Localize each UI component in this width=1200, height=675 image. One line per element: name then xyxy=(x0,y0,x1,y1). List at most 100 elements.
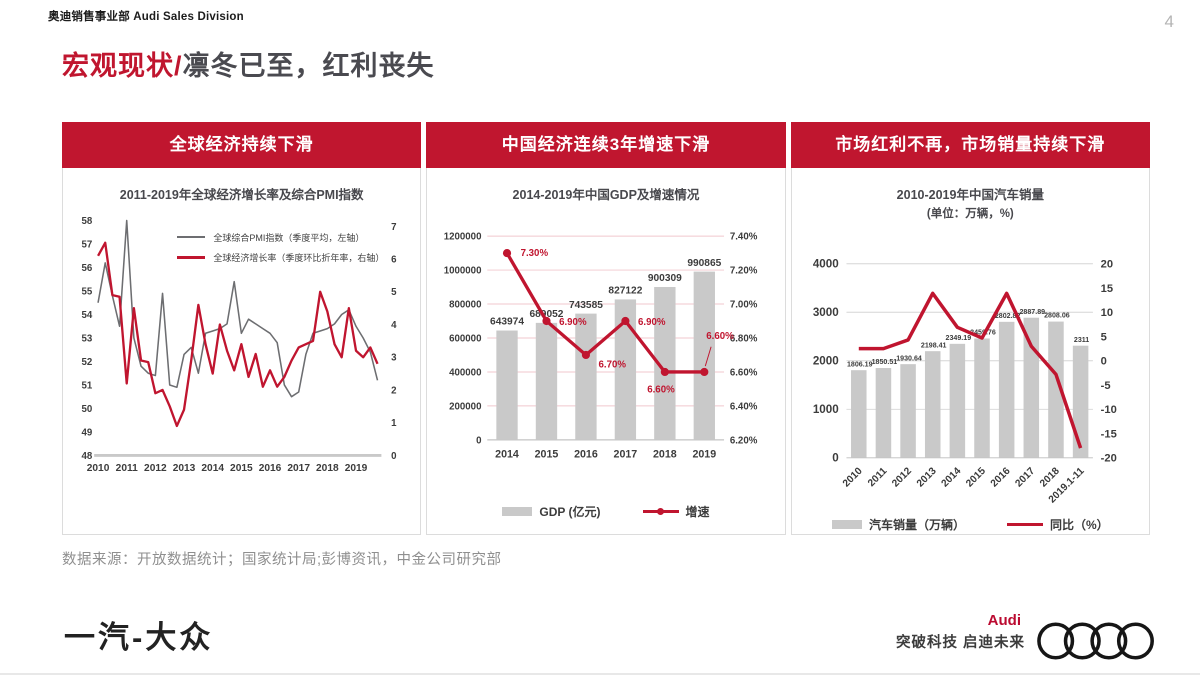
chart1-right-tick: 3 xyxy=(391,352,397,363)
page-number: 4 xyxy=(1164,12,1174,31)
chart3-bar-label: 1930.64 xyxy=(896,354,922,362)
chart3-x-label: 2015 xyxy=(964,465,988,489)
chart1-left-tick: 54 xyxy=(81,310,92,321)
chart3-left-tick: 3000 xyxy=(812,306,838,319)
chart2-point xyxy=(582,350,591,359)
chart3-bar xyxy=(875,367,891,458)
chart2-point xyxy=(700,367,709,376)
chart1-legend-label: 全球综合PMI指数（季度平均，左轴） xyxy=(213,232,365,243)
chart2-legend: GDP (亿元) 增速 xyxy=(427,503,784,520)
chart2-x-label: 2015 xyxy=(535,448,559,460)
chart1-left-tick: 58 xyxy=(81,216,92,227)
panel-global-header: 全球经济持续下滑 xyxy=(62,122,422,168)
chart3-line xyxy=(858,291,1082,449)
chart2-point-label: 6.90% xyxy=(638,317,666,328)
chart1-legend: 全球综合PMI指数（季度平均，左轴） 全球经济增长率（季度环比折年率，右轴） xyxy=(177,231,384,264)
chart3-bar xyxy=(998,321,1015,458)
chart1-right-tick: 1 xyxy=(391,418,397,429)
chart3-left-tick: 1000 xyxy=(812,403,838,416)
chart1-title: 2011-2019年全球经济增长率及综合PMI指数 xyxy=(119,188,364,202)
audi-rings-icon xyxy=(1037,622,1154,660)
chart3-left-tick: 2000 xyxy=(812,354,838,367)
chart2-right-tick: 6.20% xyxy=(730,435,758,446)
chart2-bar-label: 643974 xyxy=(490,316,524,327)
chart1-x-label: 2016 xyxy=(259,463,282,474)
chart3-bar xyxy=(850,369,867,458)
chart2-left-tick: 200000 xyxy=(449,401,481,412)
chart1-x-label: 2013 xyxy=(173,463,196,474)
chart3-x-label: 2014 xyxy=(939,465,963,489)
chart2-right-tick: 7.20% xyxy=(730,265,758,276)
chart3-x-label: 2010 xyxy=(841,465,865,489)
panels-row: 全球经济持续下滑 2011-2019年全球经济增长率及综合PMI指数 58 57 5… xyxy=(62,122,1150,535)
chart3-right-tick: -5 xyxy=(1100,380,1110,392)
chart3-right-tick: 0 xyxy=(1100,355,1106,367)
gray-bar-swatch-icon xyxy=(831,519,862,529)
chart1-x-label: 2010 xyxy=(87,463,110,474)
chart1-left-tick: 57 xyxy=(81,239,92,250)
chart2-bar xyxy=(615,299,637,440)
chart3-left-tick: 4000 xyxy=(812,257,838,270)
chart3-right-tick: 15 xyxy=(1100,283,1112,295)
chart1-x-label: 2019 xyxy=(345,463,368,474)
chart2-bar xyxy=(693,271,716,440)
chart2-title: 2014-2019年中国GDP及增速情况 xyxy=(512,188,700,202)
chart3-right-tick: 10 xyxy=(1100,307,1112,319)
chart1-wrap: 58 57 56 55 54 53 52 51 50 49 48 7 6 5 4 3 2 1 0 2010 2011 20… xyxy=(63,205,420,534)
chart2-right-tick: 7.40% xyxy=(730,231,758,242)
chart3-bar xyxy=(924,350,941,458)
chart3-bar-label: 2808.06 xyxy=(1044,311,1070,319)
chart2-point-label: 6.60% xyxy=(648,384,676,395)
audi-slogan: 突破科技 启迪未来 xyxy=(895,635,1025,651)
chart3-right-tick: -15 xyxy=(1100,428,1116,440)
chart2-bar-label: 689052 xyxy=(530,309,564,320)
red-line-swatch-icon xyxy=(1006,522,1043,526)
panel-global-economy: 全球经济持续下滑 2011-2019年全球经济增长率及综合PMI指数 58 57 5… xyxy=(62,122,422,535)
page-title-rest: 凛冬已至，红利丧失 xyxy=(182,51,435,81)
chart3-legend-line: 同比（%） xyxy=(1006,516,1109,533)
chart2-x-label: 2014 xyxy=(495,448,519,460)
page-title-accent: 宏观现状/ xyxy=(62,51,183,81)
chart2-x-label: 2017 xyxy=(614,448,638,460)
chart1-x-label: 2014 xyxy=(201,463,224,474)
chart3-left-tick: 0 xyxy=(832,451,838,464)
chart2-x-label: 2016 xyxy=(574,448,598,460)
chart2-canvas: 0 200000 400000 600000 800000 1000000 1200000 7… xyxy=(444,231,758,460)
page-title: 宏观现状/凛冬已至，红利丧失 xyxy=(62,44,435,83)
chart3-bar-label: 2198.41 xyxy=(921,341,947,349)
chart1-right-tick: 4 xyxy=(391,320,397,331)
chart2-right-tick: 6.40% xyxy=(730,401,758,412)
chart2-x-label: 2019 xyxy=(693,448,717,460)
chart2-point-label: 6.70% xyxy=(599,359,627,370)
chart3-x-label: 2017 xyxy=(1013,465,1037,489)
chart3-bar-label: 1806.19 xyxy=(847,360,873,368)
chart3-bar xyxy=(1072,345,1089,458)
chart2-legend-bar-label: GDP (亿元) xyxy=(539,505,601,519)
chart3-legend-bar: 汽车销量（万辆） xyxy=(831,516,965,533)
chart3-x-label: 2016 xyxy=(989,465,1013,489)
chart1-right-tick: 0 xyxy=(391,451,396,462)
chart3-legend: 汽车销量（万辆） 同比（%） xyxy=(792,516,1149,533)
chart3-right-tick: -20 xyxy=(1100,452,1116,464)
chart2-line xyxy=(505,252,705,374)
chart3-subtitle: (单位：万辆，%) xyxy=(926,207,1014,220)
chart2-bar xyxy=(654,286,676,440)
brand-header: 奥迪销售事业部 Audi Sales Division xyxy=(48,11,244,23)
panel-auto-sales: 市场红利不再，市场销量持续下滑 2010-2019年中国汽车销量 (单位：万辆，… xyxy=(790,122,1150,535)
chart2-right-tick: 7.00% xyxy=(730,299,758,310)
chart2-left-tick: 400000 xyxy=(449,367,481,378)
chart3-bar xyxy=(899,363,916,458)
chart1-left-tick: 53 xyxy=(81,333,92,344)
chart2-legend-bar: GDP (亿元) xyxy=(502,503,601,520)
chart2-bar-label: 827122 xyxy=(609,285,643,296)
chart2-wrap: 0 200000 400000 600000 800000 1000000 1200000 7… xyxy=(427,205,784,501)
chart2-bar xyxy=(575,313,597,440)
audi-wordmark: Audi xyxy=(987,612,1021,629)
chart1-series-1 xyxy=(97,241,379,427)
chart1-left-tick: 52 xyxy=(81,357,92,368)
chart3-right-tick: 5 xyxy=(1100,331,1106,343)
chart1-x-label: 2015 xyxy=(230,463,253,474)
